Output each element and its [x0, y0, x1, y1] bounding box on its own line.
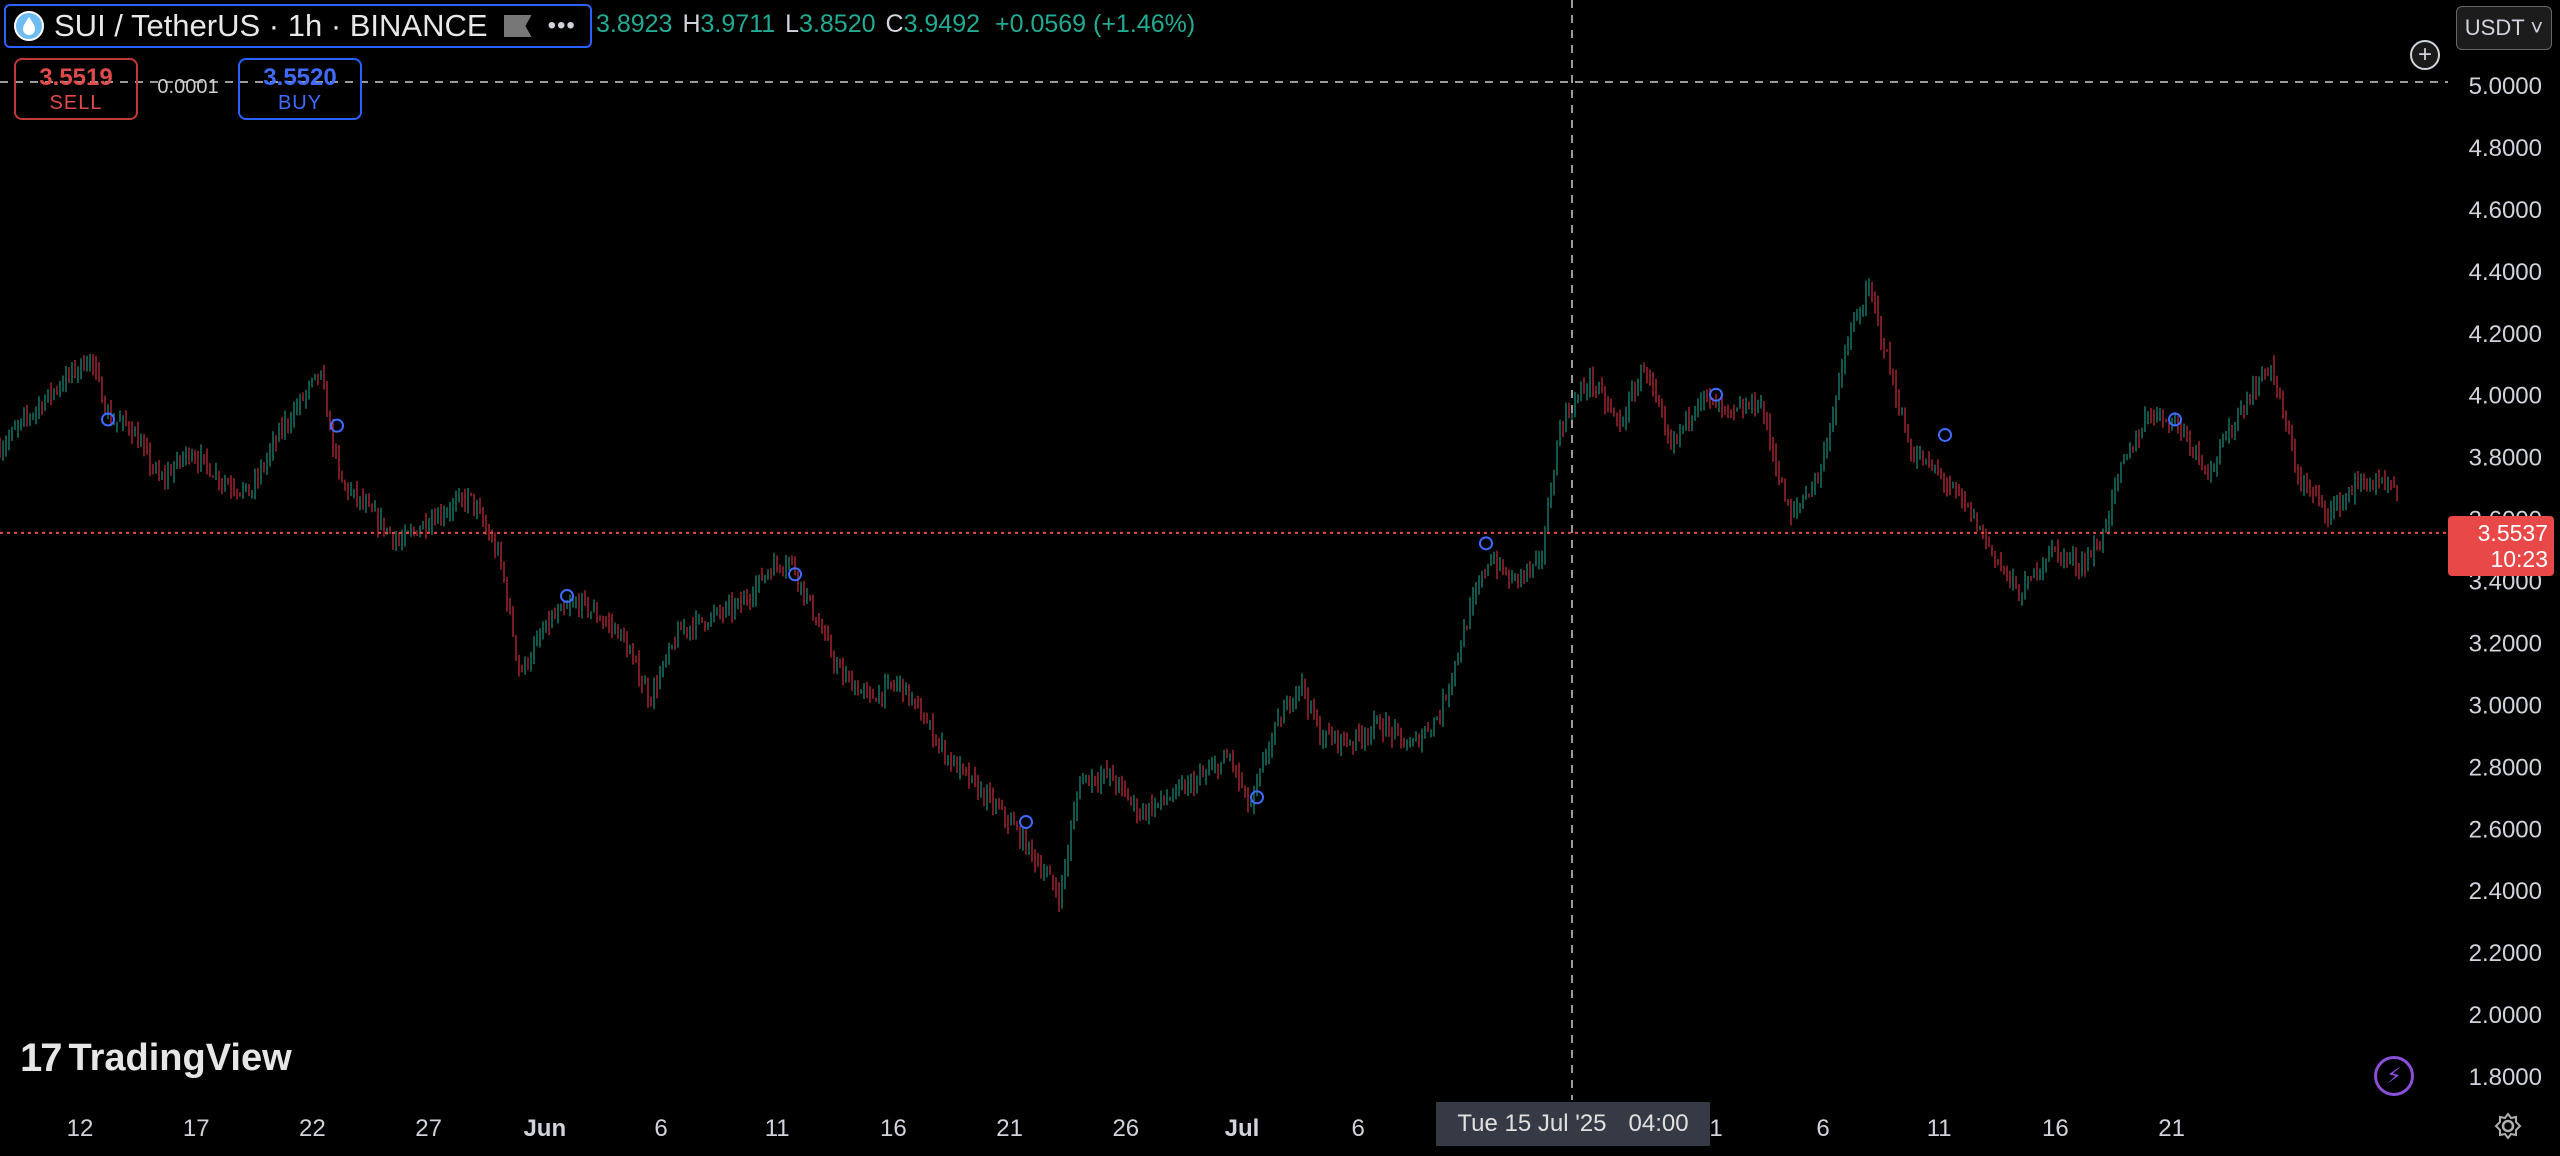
price-axis-tick: 4.0000	[2469, 383, 2542, 410]
candles	[0, 278, 2398, 913]
event-marker	[330, 418, 344, 433]
event-marker	[101, 412, 115, 427]
crosshair-time-label: Tue 15 Jul '25 04:00	[1436, 1102, 1710, 1146]
last-price-value: 3.5537	[2477, 520, 2548, 546]
event-markers	[101, 387, 2182, 830]
time-axis-tick: Jun	[523, 1115, 566, 1142]
time-axis[interactable]: 12 17 22 27 Jun 6 11 16 21 26 Jul 6 6 11 16 21 1	[67, 1115, 2185, 1142]
time-axis-tick: 11	[1927, 1115, 1952, 1142]
bolt-icon[interactable]: ⚡	[2374, 1056, 2414, 1096]
crosshair-time: 04:00	[1628, 1110, 1689, 1137]
low-key: L	[785, 10, 800, 38]
price-axis-tick: 4.8000	[2469, 135, 2542, 162]
low-value: 3.8520	[799, 10, 876, 38]
price-axis[interactable]: 5.0000 4.8000 4.6000 4.4000 4.2000 4.0000 3.80…	[2469, 73, 2542, 1091]
time-axis-tick: 27	[415, 1115, 442, 1142]
event-marker	[1019, 815, 1033, 830]
time-axis-tick: 6	[1816, 1115, 1829, 1142]
tradingview-wordmark: TradingView	[68, 1037, 292, 1079]
time-axis-tick: 6	[1352, 1115, 1365, 1142]
price-axis-tick: 4.2000	[2469, 321, 2542, 348]
sui-coin-icon	[14, 11, 44, 41]
gear-icon[interactable]	[2488, 1106, 2528, 1146]
price-axis-tick: 2.4000	[2469, 878, 2542, 905]
ohlc-legend: 3.8923 H3.9711 L3.8520 C3.9492 +0.0569 (+1.…	[596, 10, 1195, 39]
tradingview-mark-icon: 17	[20, 1036, 62, 1080]
price-axis-tick: 2.2000	[2469, 940, 2542, 967]
high-value: 3.9711	[700, 10, 776, 38]
time-axis-tick: 21	[2158, 1115, 2185, 1142]
time-axis-tick: 6	[654, 1115, 667, 1142]
price-axis-tick: 2.8000	[2469, 754, 2542, 781]
event-marker	[560, 588, 574, 603]
change-value: +0.0569 (+1.46%)	[995, 10, 1196, 38]
high-key: H	[682, 10, 701, 38]
event-marker	[788, 567, 802, 582]
price-axis-tick: 4.4000	[2469, 259, 2542, 286]
tradingview-logo[interactable]: 17 TradingView	[20, 1036, 292, 1081]
time-axis-tick: 22	[299, 1115, 326, 1142]
event-marker	[1709, 387, 1723, 402]
price-axis-tick: 4.6000	[2469, 197, 2542, 224]
more-options-button[interactable]: •••	[547, 12, 576, 39]
event-marker	[1938, 427, 1952, 442]
buy-button[interactable]: 3.5520 BUY	[238, 58, 362, 120]
plus-icon[interactable]: +	[2410, 40, 2440, 70]
event-marker	[1479, 536, 1493, 551]
time-axis-tick: 16	[2042, 1115, 2069, 1142]
last-price-label: 3.5537 10:23	[2448, 516, 2554, 576]
crosshair-date: Tue 15 Jul '25	[1457, 1110, 1607, 1137]
buy-price: 3.5520	[263, 64, 337, 91]
price-axis-tick: 3.8000	[2469, 445, 2542, 472]
event-marker	[1250, 790, 1264, 805]
spread-value: 0.0001	[157, 76, 219, 98]
time-axis-tick: 26	[1112, 1115, 1139, 1142]
buy-label: BUY	[277, 92, 323, 114]
price-axis-tick: 2.0000	[2469, 1002, 2542, 1029]
open-value: 3.8923	[596, 10, 673, 38]
price-axis-tick: 2.6000	[2469, 816, 2542, 843]
time-axis-tick: 11	[765, 1115, 790, 1142]
flag-icon[interactable]	[503, 15, 532, 37]
price-axis-tick: 1.8000	[2469, 1064, 2542, 1091]
price-axis-tick: 3.2000	[2469, 630, 2542, 657]
close-key: C	[885, 10, 904, 38]
price-axis-tick: 3.0000	[2469, 692, 2542, 719]
price-axis-tick: 5.0000	[2469, 73, 2542, 100]
event-marker	[2168, 412, 2182, 427]
sell-price: 3.5519	[39, 64, 113, 91]
time-axis-tick: 17	[183, 1115, 210, 1142]
close-value: 3.9492	[903, 10, 981, 38]
bar-countdown: 10:23	[2490, 546, 2548, 572]
symbol-selector[interactable]: SUI / TetherUS · 1h · BINANCE •••	[4, 4, 592, 48]
time-axis-tick: Jul	[1225, 1115, 1260, 1142]
time-axis-tick: 12	[67, 1115, 94, 1142]
sell-label: SELL	[49, 92, 103, 114]
time-axis-tick: 21	[996, 1115, 1023, 1142]
sell-button[interactable]: 3.5519 SELL	[14, 58, 138, 120]
symbol-title: SUI / TetherUS · 1h · BINANCE	[54, 8, 488, 43]
time-axis-tick: 16	[880, 1115, 907, 1142]
currency-selector[interactable]: USDT ˅	[2456, 6, 2552, 50]
time-axis-tick: 1	[1709, 1115, 1722, 1142]
